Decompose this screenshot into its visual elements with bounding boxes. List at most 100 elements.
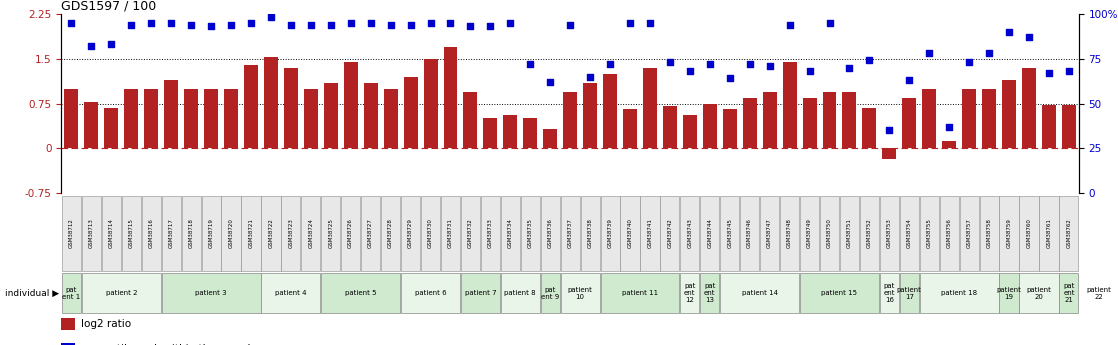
FancyBboxPatch shape (680, 273, 700, 313)
FancyBboxPatch shape (600, 196, 619, 271)
Text: GSM38731: GSM38731 (448, 218, 453, 248)
FancyBboxPatch shape (959, 196, 978, 271)
Bar (982, 89, 996, 148)
Text: GSM38738: GSM38738 (588, 218, 593, 248)
Bar (483, 118, 498, 148)
FancyBboxPatch shape (61, 273, 80, 313)
Text: GSM38739: GSM38739 (607, 218, 613, 248)
Bar (85, 102, 98, 148)
FancyBboxPatch shape (461, 196, 480, 271)
Text: pat
ent
13: pat ent 13 (704, 283, 716, 303)
Text: GSM38724: GSM38724 (309, 218, 313, 248)
FancyBboxPatch shape (301, 196, 321, 271)
Point (880, 128, 898, 133)
Text: GSM38749: GSM38749 (807, 218, 812, 248)
Point (861, 58, 879, 63)
FancyBboxPatch shape (920, 196, 939, 271)
Bar (503, 116, 518, 148)
Bar (942, 141, 956, 148)
Point (681, 68, 699, 74)
Point (601, 61, 619, 67)
Point (960, 59, 978, 65)
Text: GSM38723: GSM38723 (288, 218, 293, 248)
Point (622, 20, 639, 26)
FancyBboxPatch shape (840, 196, 859, 271)
FancyBboxPatch shape (401, 273, 461, 313)
Point (243, 20, 260, 26)
Bar (862, 108, 877, 148)
Point (83, 43, 101, 49)
Point (482, 23, 500, 29)
Bar (762, 91, 777, 148)
Text: pat
ent 9: pat ent 9 (541, 287, 559, 300)
Bar (823, 91, 836, 148)
Text: GSM38759: GSM38759 (1006, 218, 1012, 248)
Point (122, 22, 140, 27)
Text: GSM38737: GSM38737 (568, 218, 572, 248)
Text: GSM38743: GSM38743 (688, 218, 692, 248)
Bar (324, 82, 338, 148)
FancyBboxPatch shape (1040, 196, 1059, 271)
FancyBboxPatch shape (262, 273, 321, 313)
Text: patient
10: patient 10 (568, 287, 593, 300)
Text: GSM38754: GSM38754 (907, 218, 912, 248)
Point (142, 20, 160, 26)
FancyBboxPatch shape (181, 196, 201, 271)
Point (462, 23, 480, 29)
Point (182, 22, 200, 27)
Bar (404, 77, 418, 148)
Bar (144, 89, 159, 148)
Text: GSM38733: GSM38733 (487, 218, 493, 248)
Point (282, 22, 300, 27)
Text: GSM38746: GSM38746 (747, 218, 752, 248)
FancyBboxPatch shape (541, 196, 560, 271)
FancyBboxPatch shape (501, 196, 520, 271)
FancyBboxPatch shape (440, 196, 461, 271)
Point (641, 20, 659, 26)
Bar (61, 343, 76, 345)
Text: patient
20: patient 20 (1026, 287, 1051, 300)
FancyBboxPatch shape (461, 273, 500, 313)
Text: GSM38757: GSM38757 (967, 218, 972, 248)
FancyBboxPatch shape (321, 196, 340, 271)
FancyBboxPatch shape (720, 273, 799, 313)
Text: GSM38727: GSM38727 (368, 218, 373, 248)
Text: GSM38719: GSM38719 (209, 218, 214, 248)
FancyBboxPatch shape (580, 196, 599, 271)
FancyBboxPatch shape (700, 196, 719, 271)
Bar (663, 107, 676, 148)
FancyBboxPatch shape (541, 273, 560, 313)
Point (760, 63, 778, 69)
FancyBboxPatch shape (282, 196, 301, 271)
Text: patient 8: patient 8 (504, 290, 537, 296)
FancyBboxPatch shape (900, 196, 919, 271)
Text: GSM38713: GSM38713 (89, 218, 94, 248)
Point (442, 20, 459, 26)
FancyBboxPatch shape (82, 196, 101, 271)
Text: patient 14: patient 14 (741, 290, 778, 296)
FancyBboxPatch shape (661, 196, 680, 271)
FancyBboxPatch shape (142, 196, 161, 271)
Text: GSM38752: GSM38752 (866, 218, 872, 248)
Text: GSM38735: GSM38735 (528, 218, 533, 248)
Point (541, 79, 559, 85)
Point (1040, 70, 1058, 76)
Text: GSM38716: GSM38716 (149, 218, 154, 248)
FancyBboxPatch shape (162, 273, 260, 313)
Bar (584, 82, 597, 148)
Text: GSM38751: GSM38751 (847, 218, 852, 248)
Point (222, 22, 240, 27)
Text: pat
ent
16: pat ent 16 (883, 283, 896, 303)
Bar (244, 65, 258, 148)
Text: GSM38726: GSM38726 (348, 218, 353, 248)
Bar (383, 89, 398, 148)
FancyBboxPatch shape (939, 196, 959, 271)
Bar (683, 116, 697, 148)
Bar (722, 109, 737, 148)
Text: individual ▶: individual ▶ (6, 289, 59, 298)
FancyBboxPatch shape (421, 196, 440, 271)
Bar (264, 58, 278, 148)
Text: GSM38734: GSM38734 (508, 218, 513, 248)
FancyBboxPatch shape (880, 273, 899, 313)
Text: pat
ent
21: pat ent 21 (1063, 283, 1074, 303)
